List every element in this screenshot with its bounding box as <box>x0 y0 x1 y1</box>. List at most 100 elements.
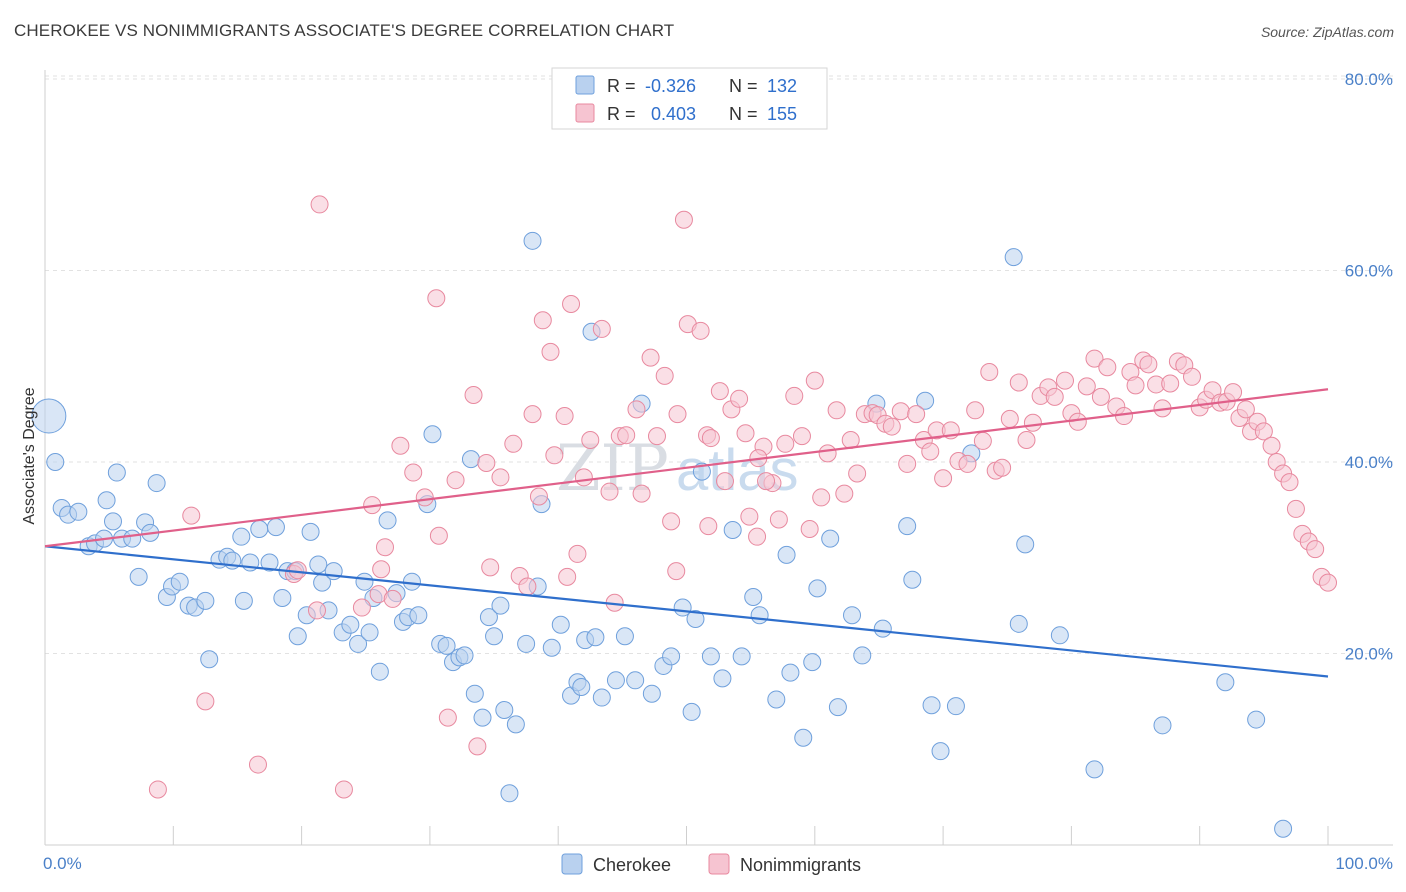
data-point-nonimmigrants <box>827 401 846 420</box>
legend-n-label-nonimmigrants: N = <box>729 104 758 124</box>
data-point-nonimmigrants <box>907 405 926 424</box>
data-point-cherokee <box>1016 535 1035 554</box>
data-point-cherokee <box>1050 626 1069 645</box>
data-point-nonimmigrants <box>655 366 674 385</box>
data-point-cherokee <box>170 572 189 591</box>
data-point-nonimmigrants <box>581 430 600 449</box>
data-point-cherokee <box>309 555 328 574</box>
data-point-cherokee <box>662 647 681 666</box>
data-point-nonimmigrants <box>429 526 448 545</box>
data-point-cherokee <box>592 688 611 707</box>
data-point-nonimmigrants <box>248 755 267 774</box>
data-point-nonimmigrants <box>898 454 917 473</box>
data-point-cherokee <box>107 463 126 482</box>
data-point-nonimmigrants <box>558 567 577 586</box>
data-point-nonimmigrants <box>568 544 587 563</box>
data-point-cherokee <box>500 784 519 803</box>
data-point-cherokee <box>273 588 292 607</box>
data-point-cherokee <box>341 615 360 634</box>
data-point-nonimmigrants <box>1077 377 1096 396</box>
data-point-cherokee <box>551 615 570 634</box>
data-point-nonimmigrants <box>993 458 1012 477</box>
data-point-nonimmigrants <box>805 371 824 390</box>
data-point-nonimmigrants <box>372 560 391 579</box>
data-point-cherokee <box>916 391 935 410</box>
data-point-nonimmigrants <box>748 527 767 546</box>
data-point-cherokee <box>250 520 269 539</box>
data-point-cherokee <box>437 636 456 655</box>
data-point-nonimmigrants <box>375 538 394 557</box>
data-point-cherokee <box>69 502 88 521</box>
data-point-nonimmigrants <box>632 484 651 503</box>
data-point-nonimmigrants <box>1023 413 1042 432</box>
data-point-cherokee <box>301 522 320 541</box>
data-point-nonimmigrants <box>504 434 523 453</box>
y-tick-label: 80.0% <box>1345 70 1393 89</box>
data-point-cherokee <box>517 634 536 653</box>
data-point-cherokee <box>129 567 148 586</box>
data-point-cherokee <box>461 450 480 469</box>
data-point-cherokee <box>266 518 285 537</box>
data-point-nonimmigrants <box>555 407 574 426</box>
legend-n-value-cherokee: 132 <box>767 76 797 96</box>
data-point-nonimmigrants <box>710 382 729 401</box>
data-point-cherokee <box>455 646 474 665</box>
data-point-nonimmigrants <box>1045 387 1064 406</box>
data-point-cherokee <box>750 606 769 625</box>
data-point-nonimmigrants <box>617 426 636 445</box>
data-point-cherokee <box>1085 760 1104 779</box>
data-point-nonimmigrants <box>776 434 795 453</box>
data-point-nonimmigrants <box>958 454 977 473</box>
data-point-nonimmigrants <box>1098 358 1117 377</box>
data-point-nonimmigrants <box>1055 371 1074 390</box>
data-point-nonimmigrants <box>1009 373 1028 392</box>
data-point-nonimmigrants <box>391 436 410 455</box>
data-point-nonimmigrants <box>800 520 819 539</box>
series-cherokee-points <box>31 231 1293 838</box>
data-point-nonimmigrants <box>1286 499 1305 518</box>
y-tick-labels: 20.0% 40.0% 60.0% 80.0% <box>1345 70 1393 664</box>
data-point-nonimmigrants <box>667 562 686 581</box>
data-point-cherokee <box>355 572 374 591</box>
x-tick-label-max: 100.0% <box>1335 854 1393 873</box>
data-point-cherokee <box>97 491 116 510</box>
axes <box>44 70 1393 846</box>
data-point-cherokee <box>873 619 892 638</box>
data-point-cherokee <box>46 453 65 471</box>
data-point-nonimmigrants <box>1254 422 1273 441</box>
data-point-nonimmigrants <box>1068 412 1087 431</box>
data-point-nonimmigrants <box>1085 349 1104 368</box>
data-point-cherokee <box>701 647 720 666</box>
data-point-cherokee <box>491 596 510 615</box>
data-point-cherokee <box>349 634 368 653</box>
data-point-cherokee <box>123 529 142 548</box>
data-point-cherokee <box>31 398 67 434</box>
data-point-nonimmigrants <box>415 488 434 507</box>
data-point-nonimmigrants <box>446 471 465 490</box>
data-point-nonimmigrants <box>736 424 755 443</box>
data-point-nonimmigrants <box>541 342 560 361</box>
data-point-nonimmigrants <box>438 708 457 727</box>
data-point-nonimmigrants <box>668 405 687 424</box>
data-point-cherokee <box>1247 710 1266 729</box>
data-point-cherokee <box>931 742 950 761</box>
data-point-nonimmigrants <box>574 468 593 487</box>
data-point-cherokee <box>903 570 922 589</box>
data-point-cherokee <box>1216 673 1235 692</box>
data-point-nonimmigrants <box>334 780 353 799</box>
x-tick-label-min: 0.0% <box>43 854 82 873</box>
data-point-nonimmigrants <box>1091 387 1110 406</box>
data-point-cherokee <box>495 700 514 719</box>
data-point-nonimmigrants <box>383 589 402 608</box>
data-point-cherokee <box>853 646 872 665</box>
data-point-nonimmigrants <box>1183 367 1202 386</box>
data-point-cherokee <box>378 511 397 530</box>
data-point-nonimmigrants <box>310 195 329 214</box>
legend-box <box>551 67 828 130</box>
y-axis-title: Associate's Degree <box>21 387 38 524</box>
legend-r-label-cherokee: R = <box>607 76 636 96</box>
data-point-cherokee <box>606 671 625 690</box>
data-point-nonimmigrants <box>477 453 496 472</box>
data-point-nonimmigrants <box>1017 430 1036 449</box>
legend-n-value-nonimmigrants: 155 <box>767 104 797 124</box>
